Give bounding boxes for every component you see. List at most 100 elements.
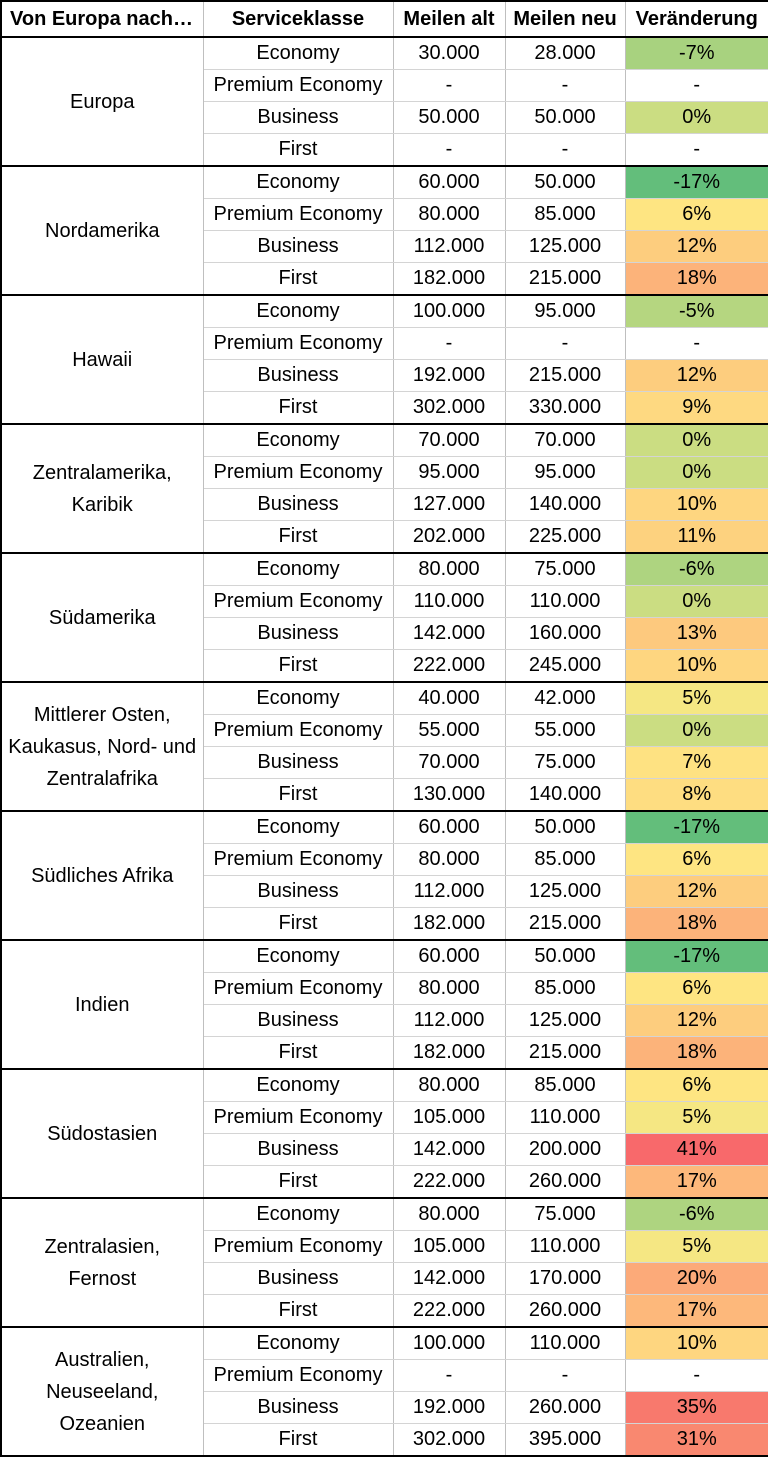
table-row: First 302.000 330.000 9% [1,391,768,425]
table-row: Business 142.000 200.000 41% [1,1133,768,1166]
service-class-cell: Business [203,1391,394,1424]
miles-old-cell: 182.000 [393,1036,506,1070]
miles-new-cell: 215.000 [505,1036,626,1070]
miles-new-cell: 75.000 [505,746,626,779]
change-cell: 35% [625,1391,768,1424]
table-row: Business 112.000 125.000 12% [1,1004,768,1037]
miles-old-cell: 80.000 [393,972,506,1005]
table-row: First 182.000 215.000 18% [1,907,768,941]
miles-new-cell: 260.000 [505,1294,626,1328]
table-row: First - - - [1,133,768,167]
region-cell: Zentralasien, Fernost [1,1198,204,1328]
change-cell: 0% [625,456,768,489]
miles-old-cell: 127.000 [393,488,506,521]
service-class-cell: Economy [203,940,394,973]
table-row: Südostasien Economy 80.000 85.000 6% [1,1069,768,1199]
miles-new-cell: 50.000 [505,101,626,134]
change-cell: 0% [625,585,768,618]
miles-old-cell: 302.000 [393,1423,506,1457]
miles-old-cell: - [393,69,506,102]
region-cell: Südostasien [1,1069,204,1199]
service-class-cell: First [203,262,394,296]
region-cell: Südliches Afrika [1,811,204,941]
change-cell: 0% [625,714,768,747]
miles-old-cell: 110.000 [393,585,506,618]
miles-old-cell: 105.000 [393,1230,506,1263]
table-row: Premium Economy - - - [1,69,768,102]
change-cell: 12% [625,359,768,392]
table-row: Südliches Afrika Economy 60.000 50.000 -17% [1,811,768,941]
miles-new-cell: 330.000 [505,391,626,425]
miles-new-cell: 140.000 [505,488,626,521]
change-cell: 18% [625,262,768,296]
change-cell: 17% [625,1165,768,1199]
change-cell: 0% [625,424,768,457]
change-cell: -6% [625,553,768,586]
miles-old-cell: 192.000 [393,359,506,392]
change-cell: 5% [625,682,768,715]
region-cell: Nordamerika [1,166,204,296]
table-row: Premium Economy 80.000 85.000 6% [1,843,768,876]
table-row: Premium Economy - - - [1,327,768,360]
service-class-cell: Business [203,746,394,779]
change-cell: -6% [625,1198,768,1231]
change-cell: - [625,327,768,360]
change-cell: 18% [625,907,768,941]
miles-new-cell: 85.000 [505,843,626,876]
miles-new-cell: 125.000 [505,875,626,908]
change-cell: 18% [625,1036,768,1070]
table-row: First 182.000 215.000 18% [1,262,768,296]
change-cell: 12% [625,230,768,263]
miles-old-cell: 100.000 [393,295,506,328]
table-row: Business 112.000 125.000 12% [1,875,768,908]
change-cell: 17% [625,1294,768,1328]
miles-old-cell: 80.000 [393,1198,506,1231]
header-row: Von Europa nach… Serviceklasse Meilen al… [1,1,768,38]
service-class-cell: Business [203,101,394,134]
service-class-cell: Economy [203,1327,394,1360]
miles-old-cell: 112.000 [393,230,506,263]
miles-old-cell: 202.000 [393,520,506,554]
miles-old-cell: 105.000 [393,1101,506,1134]
table-row: Business 142.000 160.000 13% [1,617,768,650]
service-class-cell: Business [203,617,394,650]
miles-new-cell: 85.000 [505,972,626,1005]
service-class-cell: Economy [203,682,394,715]
table-row: Business 112.000 125.000 12% [1,230,768,263]
change-cell: - [625,1359,768,1392]
table-row: Premium Economy 105.000 110.000 5% [1,1101,768,1134]
miles-old-cell: 30.000 [393,37,506,70]
service-class-cell: Economy [203,424,394,457]
change-cell: 6% [625,843,768,876]
miles-old-cell: 70.000 [393,424,506,457]
change-cell: 6% [625,1069,768,1102]
service-class-cell: First [203,133,394,167]
miles-new-cell: 85.000 [505,1069,626,1102]
table-body: Europa Economy 30.000 28.000 -7% Premium Econ… [1,37,768,1457]
miles-new-cell: 50.000 [505,166,626,199]
miles-old-cell: 302.000 [393,391,506,425]
service-class-cell: Economy [203,1198,394,1231]
change-cell: 5% [625,1101,768,1134]
miles-old-cell: 182.000 [393,262,506,296]
miles-old-cell: 112.000 [393,1004,506,1037]
miles-new-cell: 75.000 [505,553,626,586]
miles-old-cell: 142.000 [393,1133,506,1166]
table-row: First 130.000 140.000 8% [1,778,768,812]
miles-old-cell: 222.000 [393,1294,506,1328]
miles-new-cell: 140.000 [505,778,626,812]
miles-old-cell: 222.000 [393,1165,506,1199]
table-row: Premium Economy 80.000 85.000 6% [1,972,768,1005]
change-cell: -17% [625,166,768,199]
service-class-cell: First [203,1036,394,1070]
miles-new-cell: 95.000 [505,456,626,489]
service-class-cell: Business [203,230,394,263]
change-cell: 8% [625,778,768,812]
service-class-cell: Premium Economy [203,585,394,618]
service-class-cell: Economy [203,1069,394,1102]
table-row: Zentralasien, Fernost Economy 80.000 75.000… [1,1198,768,1328]
table-row: Business 142.000 170.000 20% [1,1262,768,1295]
miles-new-cell: 110.000 [505,1101,626,1134]
miles-new-cell: 260.000 [505,1391,626,1424]
table-row: Südamerika Economy 80.000 75.000 -6% [1,553,768,683]
